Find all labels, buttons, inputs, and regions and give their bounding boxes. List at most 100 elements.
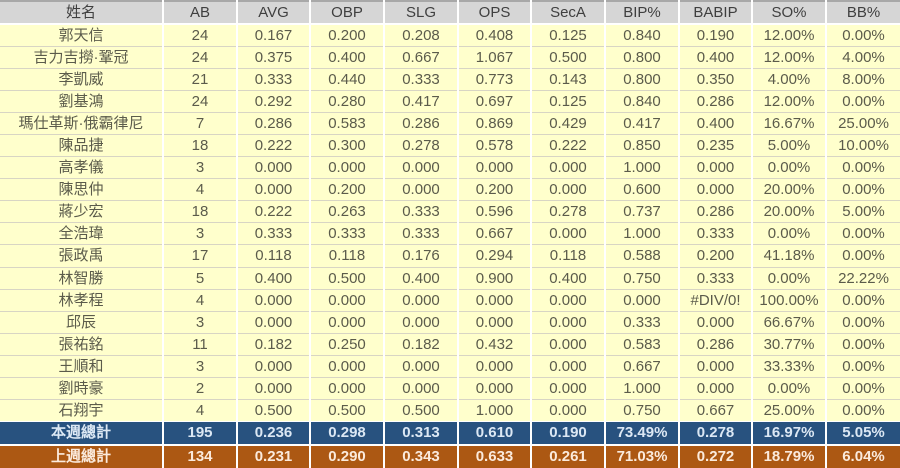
stat-cell[interactable]: 0.583 — [310, 112, 385, 136]
stat-cell[interactable]: 0.00% — [826, 399, 900, 422]
stat-cell[interactable]: 33.33% — [752, 355, 827, 378]
stat-cell[interactable]: 0.000 — [237, 355, 311, 378]
stat-cell[interactable]: 0.000 — [458, 355, 532, 378]
stat-cell[interactable]: 0.280 — [310, 90, 385, 114]
player-name-cell[interactable]: 王順和 — [0, 355, 164, 378]
stat-cell[interactable]: 0.200 — [679, 244, 753, 268]
stat-cell[interactable]: 0.588 — [605, 244, 680, 268]
stat-cell[interactable]: 24 — [163, 24, 238, 48]
stat-cell[interactable]: 0.596 — [458, 200, 532, 224]
stat-cell[interactable]: 0.200 — [458, 178, 532, 202]
stat-cell[interactable]: 0.000 — [384, 311, 459, 334]
stat-cell[interactable]: 0.000 — [458, 156, 532, 180]
total-stat-cell[interactable]: 0.261 — [531, 444, 606, 468]
stat-cell[interactable]: 0.408 — [458, 24, 532, 48]
stat-cell[interactable]: 0.900 — [458, 267, 532, 290]
stat-cell[interactable]: 0.286 — [679, 90, 753, 114]
stat-cell[interactable]: #DIV/0! — [679, 289, 753, 312]
stat-cell[interactable]: 0.125 — [531, 90, 606, 114]
stat-cell[interactable]: 0.667 — [679, 399, 753, 422]
stat-cell[interactable]: 0.000 — [531, 156, 606, 180]
stat-cell[interactable]: 1.067 — [458, 46, 532, 70]
stat-cell[interactable]: 0.750 — [605, 399, 680, 422]
column-header-bip[interactable]: BIP% — [605, 0, 680, 25]
stat-cell[interactable]: 0.400 — [679, 112, 753, 136]
stat-cell[interactable]: 21 — [163, 68, 238, 92]
stat-cell[interactable]: 0.292 — [237, 90, 311, 114]
stat-cell[interactable]: 0.000 — [237, 156, 311, 180]
stat-cell[interactable]: 0.00% — [826, 289, 900, 312]
stat-cell[interactable]: 0.583 — [605, 333, 680, 356]
stat-cell[interactable]: 0.000 — [531, 355, 606, 378]
stat-cell[interactable]: 0.773 — [458, 68, 532, 92]
stat-cell[interactable]: 12.00% — [752, 24, 827, 48]
stat-cell[interactable]: 0.167 — [237, 24, 311, 48]
stat-cell[interactable]: 0.278 — [531, 200, 606, 224]
stat-cell[interactable]: 0.00% — [752, 222, 827, 246]
stat-cell[interactable]: 0.118 — [310, 244, 385, 268]
stat-cell[interactable]: 0.000 — [310, 311, 385, 334]
stat-cell[interactable]: 25.00% — [752, 399, 827, 422]
stat-cell[interactable]: 0.000 — [237, 178, 311, 202]
stat-cell[interactable]: 2 — [163, 377, 238, 400]
total-stat-cell[interactable]: 0.290 — [310, 444, 385, 468]
stat-cell[interactable]: 0.000 — [531, 222, 606, 246]
stat-cell[interactable]: 0.400 — [384, 267, 459, 290]
stat-cell[interactable]: 7 — [163, 112, 238, 136]
stat-cell[interactable]: 18 — [163, 134, 238, 158]
stat-cell[interactable]: 0.333 — [384, 222, 459, 246]
total-stat-cell[interactable]: 0.343 — [384, 444, 459, 468]
stat-cell[interactable]: 3 — [163, 222, 238, 246]
stat-cell[interactable]: 25.00% — [826, 112, 900, 136]
stat-cell[interactable]: 0.350 — [679, 68, 753, 92]
stat-cell[interactable]: 0.000 — [310, 377, 385, 400]
stat-cell[interactable]: 5.00% — [826, 200, 900, 224]
column-header-avg[interactable]: AVG — [237, 0, 311, 25]
stat-cell[interactable]: 0.222 — [531, 134, 606, 158]
stat-cell[interactable]: 0.00% — [826, 311, 900, 334]
stat-cell[interactable]: 0.000 — [384, 355, 459, 378]
stat-cell[interactable]: 0.000 — [237, 289, 311, 312]
stat-cell[interactable]: 0.000 — [237, 377, 311, 400]
stat-cell[interactable]: 0.263 — [310, 200, 385, 224]
stat-cell[interactable]: 0.850 — [605, 134, 680, 158]
stat-cell[interactable]: 0.300 — [310, 134, 385, 158]
player-name-cell[interactable]: 林孝程 — [0, 289, 164, 312]
stat-cell[interactable]: 0.333 — [605, 311, 680, 334]
stat-cell[interactable]: 5.00% — [752, 134, 827, 158]
stat-cell[interactable]: 0.00% — [826, 90, 900, 114]
total-stat-cell[interactable]: 0.231 — [237, 444, 311, 468]
total-stat-cell[interactable]: 0.298 — [310, 421, 385, 446]
stat-cell[interactable]: 0.000 — [310, 156, 385, 180]
player-name-cell[interactable]: 蔣少宏 — [0, 200, 164, 224]
player-name-cell[interactable]: 高孝儀 — [0, 156, 164, 180]
stat-cell[interactable]: 0.143 — [531, 68, 606, 92]
stat-cell[interactable]: 0.278 — [384, 134, 459, 158]
stat-cell[interactable]: 12.00% — [752, 46, 827, 70]
stat-cell[interactable]: 0.600 — [605, 178, 680, 202]
stat-cell[interactable]: 0.417 — [384, 90, 459, 114]
stat-cell[interactable]: 0.333 — [237, 68, 311, 92]
player-name-cell[interactable]: 全浩瑋 — [0, 222, 164, 246]
stat-cell[interactable]: 1.000 — [605, 222, 680, 246]
stat-cell[interactable]: 0.000 — [458, 377, 532, 400]
total-stat-cell[interactable]: 0.272 — [679, 444, 753, 468]
stat-cell[interactable]: 0.00% — [826, 178, 900, 202]
stat-cell[interactable]: 0.840 — [605, 90, 680, 114]
stat-cell[interactable]: 4 — [163, 289, 238, 312]
stat-cell[interactable]: 0.000 — [384, 156, 459, 180]
stat-cell[interactable]: 0.118 — [237, 244, 311, 268]
total-stat-cell[interactable]: 0.633 — [458, 444, 532, 468]
stat-cell[interactable]: 4 — [163, 399, 238, 422]
stat-cell[interactable]: 0.500 — [310, 267, 385, 290]
column-header-obp[interactable]: OBP — [310, 0, 385, 25]
total-stat-cell[interactable]: 16.97% — [752, 421, 827, 446]
stat-cell[interactable]: 22.22% — [826, 267, 900, 290]
player-name-cell[interactable]: 郭天信 — [0, 24, 164, 48]
stat-cell[interactable]: 1.000 — [605, 377, 680, 400]
stat-cell[interactable]: 0.118 — [531, 244, 606, 268]
stat-cell[interactable]: 20.00% — [752, 200, 827, 224]
stat-cell[interactable]: 0.00% — [826, 333, 900, 356]
stat-cell[interactable]: 0.235 — [679, 134, 753, 158]
player-name-cell[interactable]: 林智勝 — [0, 267, 164, 290]
